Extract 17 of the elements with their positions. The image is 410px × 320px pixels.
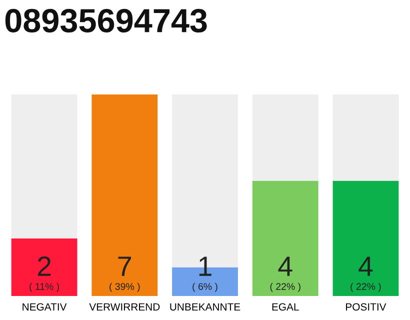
bar <box>332 94 399 181</box>
x-tick-label: POSITIV <box>346 303 386 311</box>
data-label: 7 ( 39% ) <box>110 256 140 292</box>
x-tick-label: NEGATIV <box>22 303 67 311</box>
chart-title: 08935694743 <box>5 8 207 33</box>
x-tick-label: UNBEKANNTE <box>170 303 240 311</box>
data-label: 4 ( 22% ) <box>270 256 300 292</box>
bar <box>252 94 318 181</box>
data-label: 2 ( 11% ) <box>30 256 59 292</box>
bar <box>11 238 78 296</box>
bar <box>252 180 318 296</box>
bar <box>332 180 399 296</box>
bar <box>11 94 78 238</box>
x-tick-label: EGAL <box>272 303 299 311</box>
x-tick-label: VERWIRREND <box>89 303 160 310</box>
bar <box>92 94 158 296</box>
data-label: 4 ( 22% ) <box>350 256 381 292</box>
